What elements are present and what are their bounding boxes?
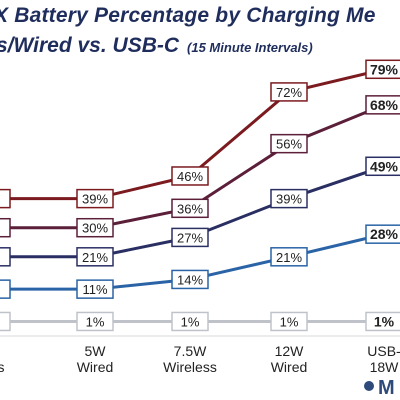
data-label-box (76, 188, 114, 209)
logo: M (364, 377, 395, 399)
x-tick-label: 7.5W (174, 343, 207, 359)
data-label: 14% (177, 272, 203, 287)
data-label: 49% (370, 158, 399, 174)
data-label-box (365, 311, 400, 332)
x-tick-label: USB- (367, 343, 400, 359)
x-tick-label: Wired (77, 359, 114, 375)
data-label-box (365, 156, 400, 177)
data-label-box (270, 82, 308, 102)
chart-title: X Battery Percentage by Charging Me (0, 4, 376, 27)
x-tick-label: 12W (275, 343, 305, 359)
data-label-box (171, 269, 209, 290)
data-label-box (0, 247, 11, 267)
interval-note: (15 Minute Intervals) (187, 40, 313, 55)
data-label-box (365, 224, 400, 244)
data-label-box (270, 247, 308, 267)
data-label: 27% (177, 230, 203, 245)
data-label: 46% (177, 169, 203, 184)
data-label: 21% (82, 250, 108, 265)
data-label: 56% (276, 137, 302, 152)
data-label-box (0, 279, 11, 299)
x-tick-label: 18W (370, 359, 400, 375)
data-label-box (270, 311, 308, 332)
data-label-box (171, 227, 209, 248)
data-label: 39% (276, 192, 302, 207)
data-label: 72% (276, 85, 302, 100)
data-label: 1% (280, 314, 299, 329)
data-label-box (365, 95, 400, 115)
data-label-box (76, 247, 114, 267)
data-label: 79% (370, 61, 399, 77)
x-tick-label: Wireless (163, 359, 217, 375)
data-label: 36% (177, 201, 203, 216)
data-label-box (0, 217, 11, 238)
data-label: 28% (370, 226, 399, 242)
x-tick-label: 5W (85, 343, 107, 359)
chart-subtitle: s/Wired vs. USB-C (0, 34, 180, 57)
data-label: 11% (82, 282, 107, 297)
chart-subtitle-row: s/Wired vs. USB-C (15 Minute Intervals) (0, 34, 313, 58)
x-tick-label: Wired (271, 359, 308, 375)
data-label-box (171, 166, 209, 186)
data-label: 1% (86, 314, 105, 329)
data-label-box (365, 59, 400, 80)
data-label: 21% (276, 250, 302, 265)
data-label: 68% (370, 97, 399, 113)
data-label-box (171, 198, 209, 219)
data-label-box (270, 188, 308, 209)
data-label-box (0, 311, 11, 332)
data-label-box (270, 133, 308, 154)
data-label-box (76, 311, 114, 332)
data-label: 30% (82, 221, 108, 236)
data-label: 1% (181, 314, 200, 329)
logo-letter: M (378, 377, 395, 399)
data-label-box (0, 188, 11, 209)
data-label-box (171, 311, 209, 332)
data-label: 39% (82, 192, 108, 207)
data-label-box (76, 279, 114, 299)
data-label-box (76, 217, 114, 238)
data-label: 1% (374, 313, 395, 329)
x-tick-label: less (0, 359, 4, 375)
